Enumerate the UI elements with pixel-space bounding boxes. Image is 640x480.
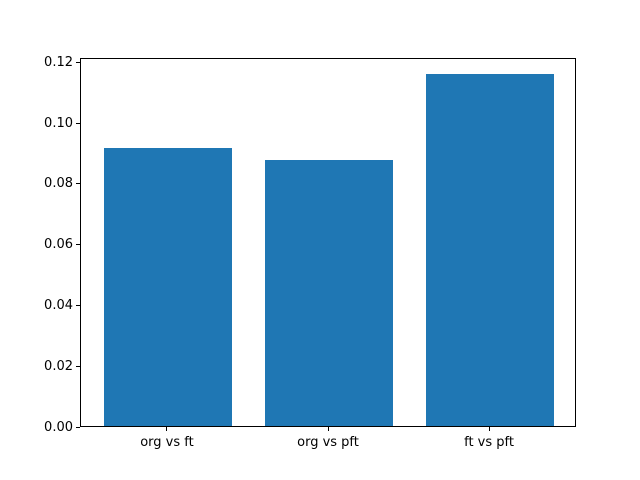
y-tick-mark	[76, 244, 80, 246]
y-tick-label: 0.00	[44, 419, 73, 435]
x-tick-label: org vs pft	[297, 435, 359, 451]
y-tick-mark	[76, 61, 80, 63]
bar-ft-vs-pft	[425, 74, 555, 427]
bar-org-vs-ft	[103, 148, 233, 427]
y-tick-label: 0.02	[44, 358, 73, 374]
y-tick-label: 0.04	[44, 298, 73, 314]
x-tick-mark	[327, 427, 329, 432]
y-tick-mark	[76, 365, 80, 367]
y-tick-label: 0.08	[44, 176, 73, 192]
y-tick-mark	[76, 305, 80, 307]
x-tick-mark	[488, 427, 490, 432]
x-tick-label: ft vs pft	[464, 435, 514, 451]
plot-area	[80, 57, 576, 428]
y-tick-mark	[76, 183, 80, 185]
y-tick-label: 0.06	[44, 237, 73, 253]
y-tick-label: 0.10	[44, 115, 73, 131]
y-tick-label: 0.12	[44, 54, 73, 70]
x-tick-label: org vs ft	[140, 435, 194, 451]
bar-org-vs-pft	[264, 160, 394, 427]
y-tick-mark	[76, 426, 80, 428]
y-tick-mark	[76, 122, 80, 124]
x-tick-mark	[166, 427, 168, 432]
